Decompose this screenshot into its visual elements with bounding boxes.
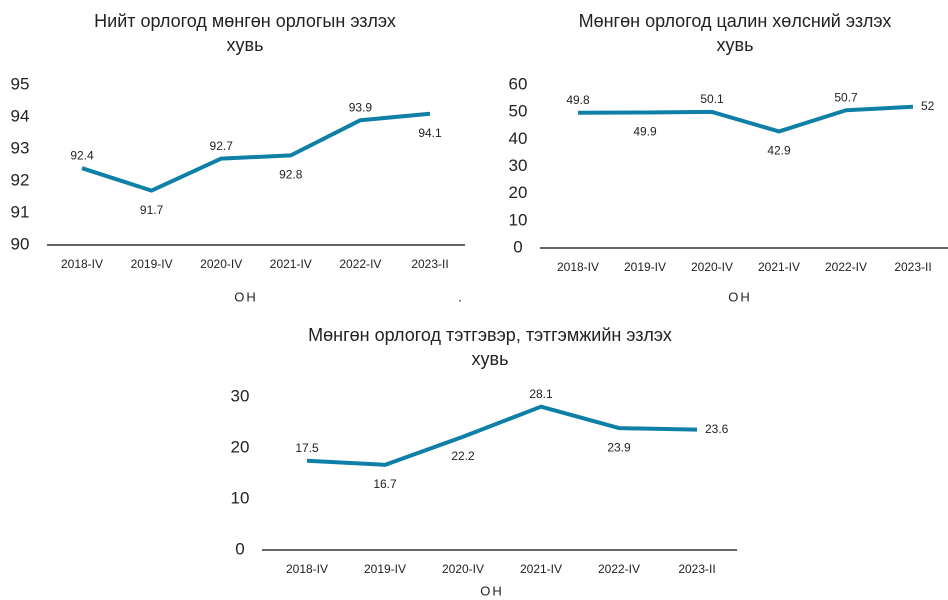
x-tick-label: 2021-IV (520, 562, 562, 576)
data-line (81, 111, 431, 193)
data-label: 92.8 (279, 168, 303, 182)
footnote: . (458, 289, 462, 305)
y-tick-label: 40 (509, 129, 528, 148)
chart-title: Мөнгөн орлогод цалин хөлсний эзлэх (579, 11, 892, 31)
y-tick-label: 60 (509, 74, 528, 93)
y-tick-label: 95 (11, 74, 30, 93)
x-tick-label: 2020-IV (200, 257, 242, 271)
y-tick-label: 0 (235, 539, 244, 558)
data-label: 50.1 (700, 92, 724, 106)
data-label: 49.9 (633, 125, 657, 139)
data-label: 52 (921, 99, 935, 113)
chart-title: Нийт орлогод мөнгөн орлогын эзлэх (94, 11, 396, 31)
x-tick-label: 2018-IV (61, 257, 103, 271)
data-label: 49.8 (566, 93, 590, 107)
y-tick-label: 0 (513, 237, 522, 256)
x-tick-label: 2020-IV (442, 562, 484, 576)
data-line (577, 104, 914, 134)
data-label: 42.9 (767, 144, 791, 158)
y-tick-label: 90 (11, 234, 30, 253)
x-axis-label: ОН (728, 289, 752, 304)
data-label: 94.1 (418, 126, 442, 140)
data-label: 16.7 (373, 477, 397, 491)
x-tick-label: 2020-IV (691, 260, 733, 274)
x-tick-label: 2023-II (411, 257, 448, 271)
y-tick-label: 10 (231, 488, 250, 507)
data-label: 50.7 (834, 90, 858, 104)
y-tick-label: 20 (231, 437, 250, 456)
data-label: 28.1 (529, 387, 553, 401)
x-tick-label: 2023-II (678, 562, 715, 576)
y-tick-label: 50 (509, 102, 528, 121)
data-label: 23.6 (705, 422, 729, 436)
y-tick-label: 10 (509, 210, 528, 229)
x-tick-label: 2023-II (894, 260, 931, 274)
chart-title: Мөнгөн орлогод тэтгэвэр, тэтгэмжийн эзлэ… (308, 325, 672, 345)
y-tick-label: 30 (231, 386, 250, 405)
y-tick-label: 93 (11, 138, 30, 157)
y-tick-label: 94 (11, 106, 30, 125)
data-line (306, 404, 698, 467)
data-label: 92.7 (210, 139, 234, 153)
y-tick-label: 20 (509, 183, 528, 202)
data-label: 93.9 (349, 100, 373, 114)
data-label: 17.5 (295, 441, 319, 455)
y-tick-label: 92 (11, 170, 30, 189)
x-tick-label: 2021-IV (270, 257, 312, 271)
x-tick-label: 2021-IV (758, 260, 800, 274)
x-tick-label: 2019-IV (364, 562, 406, 576)
data-label: 22.2 (451, 449, 475, 463)
data-label: 91.7 (140, 203, 164, 217)
chart-title: хувь (472, 349, 509, 369)
y-tick-label: 91 (11, 202, 30, 221)
data-label: 23.9 (607, 440, 631, 454)
x-tick-label: 2018-IV (286, 562, 328, 576)
x-tick-label: 2022-IV (598, 562, 640, 576)
x-tick-label: 2019-IV (131, 257, 173, 271)
x-axis-label: ОН (480, 583, 504, 598)
chart-title: хувь (717, 35, 754, 55)
x-tick-label: 2022-IV (339, 257, 381, 271)
x-tick-label: 2019-IV (624, 260, 666, 274)
x-axis-label: ОН (234, 289, 258, 304)
data-label: 92.4 (70, 148, 94, 162)
x-tick-label: 2022-IV (825, 260, 867, 274)
chart-title: хувь (227, 35, 264, 55)
y-tick-label: 30 (509, 156, 528, 175)
x-tick-label: 2018-IV (557, 260, 599, 274)
